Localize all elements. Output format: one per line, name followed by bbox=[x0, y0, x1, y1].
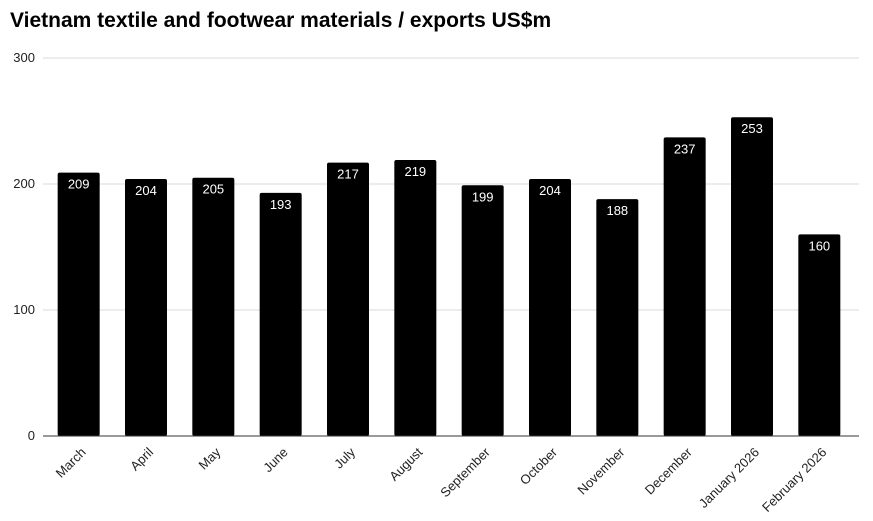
data-label: 199 bbox=[472, 189, 494, 204]
bar bbox=[596, 199, 639, 436]
x-tick-label: October bbox=[517, 444, 561, 488]
gridlines bbox=[43, 57, 859, 311]
data-label: 193 bbox=[270, 197, 292, 212]
x-tick-label: May bbox=[195, 444, 223, 472]
bar bbox=[798, 234, 841, 436]
chart-title: Vietnam textile and footwear materials /… bbox=[10, 9, 552, 32]
bar bbox=[259, 192, 302, 436]
bar bbox=[192, 177, 235, 436]
x-tick-label: July bbox=[331, 444, 358, 471]
data-label: 217 bbox=[337, 167, 359, 182]
bar bbox=[731, 117, 773, 436]
x-tick-label: December bbox=[642, 444, 695, 497]
y-axis-ticks: 0 100 200 300 bbox=[13, 50, 35, 443]
x-tick-label: June bbox=[260, 445, 291, 476]
x-axis-ticks: March April May June July August September Octo… bbox=[53, 444, 830, 515]
x-tick-label: April bbox=[127, 444, 156, 473]
x-tick-label: January 2026 bbox=[696, 445, 762, 511]
y-tick-label: 300 bbox=[13, 50, 35, 65]
bar bbox=[125, 178, 167, 436]
data-label: 219 bbox=[404, 164, 426, 179]
bar bbox=[57, 172, 100, 436]
data-label: 204 bbox=[539, 183, 561, 198]
data-label: 209 bbox=[68, 177, 90, 192]
x-tick-label: February 2026 bbox=[759, 445, 829, 515]
x-tick-label: March bbox=[53, 445, 89, 481]
y-tick-label: 0 bbox=[28, 428, 35, 443]
x-tick-label: November bbox=[574, 444, 627, 497]
data-label: 253 bbox=[741, 121, 763, 136]
bar bbox=[529, 178, 571, 436]
bar bbox=[327, 162, 369, 436]
data-labels: 209 204 205 193 217 219 199 204 188 237 253 160 bbox=[68, 121, 830, 253]
y-tick-label: 200 bbox=[13, 176, 35, 191]
data-label: 205 bbox=[202, 182, 224, 197]
bar bbox=[461, 185, 504, 436]
bars bbox=[57, 117, 841, 436]
data-label: 204 bbox=[135, 183, 157, 198]
x-tick-label: August bbox=[386, 444, 425, 483]
bar bbox=[663, 137, 706, 436]
data-label: 188 bbox=[606, 203, 628, 218]
data-label: 160 bbox=[808, 238, 830, 253]
y-tick-label: 100 bbox=[13, 302, 35, 317]
x-tick-label: September bbox=[437, 444, 493, 500]
bar bbox=[394, 160, 437, 436]
data-label: 237 bbox=[674, 141, 696, 156]
